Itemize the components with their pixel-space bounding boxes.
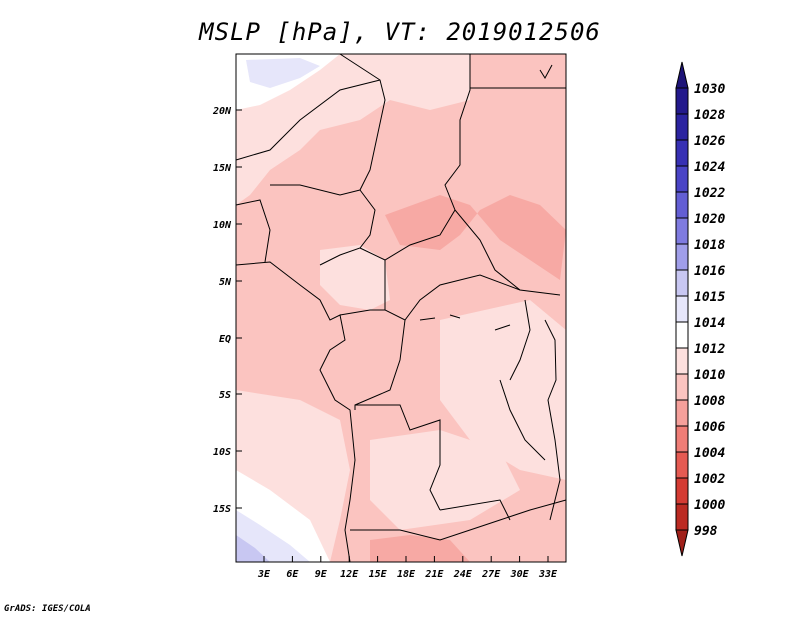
map-title: MSLP [hPa], VT: 2019012506	[199, 18, 601, 46]
lat-label: 10S	[213, 447, 231, 458]
grads-credit: GrADS: IGES/COLA	[4, 604, 91, 614]
lat-label: 15N	[213, 163, 232, 174]
lat-label: 10N	[213, 220, 232, 231]
latitude-axis: 20N 15N 10N 5N EQ 5S 10S 15S	[212, 106, 242, 515]
lat-label: 15S	[213, 504, 231, 515]
country-borders	[235, 53, 567, 563]
pressure-region-1010-center	[320, 245, 390, 310]
lat-label: 5N	[219, 277, 232, 288]
lon-label: 12E	[340, 569, 359, 580]
lon-label: 15E	[369, 569, 388, 580]
lon-label: 6E	[286, 569, 299, 580]
lat-label: 5S	[219, 390, 231, 401]
lon-label: 30E	[510, 569, 530, 580]
lat-label: EQ	[219, 334, 231, 345]
lon-label: 21E	[424, 569, 444, 580]
lon-label: 3E	[257, 569, 271, 580]
lon-label: 33E	[538, 569, 558, 580]
lat-label: 20N	[212, 106, 232, 117]
map-frame	[235, 53, 567, 563]
pressure-region-1008-south	[370, 535, 470, 562]
lon-label: 27E	[481, 569, 501, 580]
pressure-region-1014-north	[246, 58, 320, 88]
pressure-region-1008-north	[385, 195, 566, 280]
map-field	[236, 54, 566, 562]
pressure-region-1010-south	[370, 430, 520, 530]
lon-label: 9E	[315, 569, 328, 580]
lon-label: 18E	[397, 569, 416, 580]
pressure-region-1015-sw	[236, 535, 270, 562]
longitude-axis: 3E 6E 9E 12E 15E 18E 21E 24E 27E 30E 33E	[257, 556, 558, 580]
lon-label: 24E	[453, 569, 473, 580]
pressure-region-1010-north	[236, 54, 470, 205]
